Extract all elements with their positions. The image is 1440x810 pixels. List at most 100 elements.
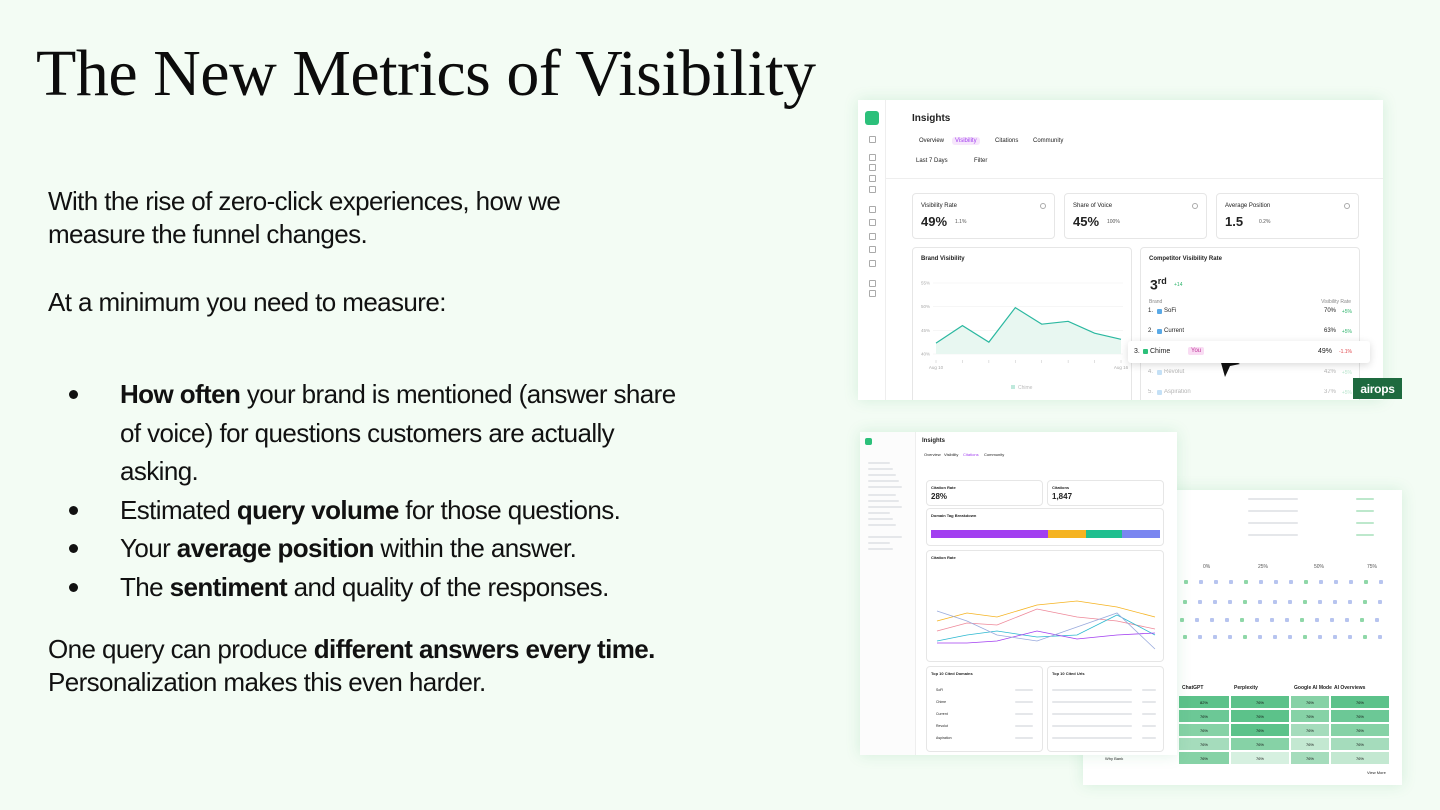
column-header: Google AI Mode — [1294, 685, 1332, 691]
list-row — [1248, 498, 1298, 500]
dot-marker — [1300, 618, 1304, 622]
brand-chart: 55% 50% 45% 40% Aug 10 Aug 16 Chime — [921, 281, 1129, 392]
x-label: Aug 10 — [929, 365, 944, 370]
bullet-dot — [69, 544, 78, 553]
sidebar-icon — [869, 154, 876, 161]
info-icon — [1344, 203, 1350, 209]
area — [936, 307, 1121, 354]
date-range[interactable]: Last 7 Days — [916, 158, 948, 164]
dot-marker — [1319, 580, 1323, 584]
sidebar — [860, 432, 916, 755]
dot-marker — [1349, 580, 1353, 584]
dot-marker — [1315, 618, 1319, 622]
heatmap-cell: 76% — [1230, 751, 1290, 765]
you-badge: You — [1188, 347, 1205, 355]
row-position: 2. — [1148, 328, 1154, 334]
dot-marker — [1213, 635, 1217, 639]
citations-screenshot: Insights Domain Tag Breakdown Citation R… — [860, 432, 1177, 755]
list-value — [1356, 522, 1374, 524]
bullet: Estimated query volume for those questio… — [69, 491, 680, 530]
sidebar-icon — [869, 136, 876, 143]
competitor-row: 4. Revolut 42% +5% — [1140, 367, 1358, 379]
url-row — [1052, 701, 1132, 703]
dot-marker — [1210, 618, 1214, 622]
dot-marker — [1348, 635, 1352, 639]
bullet-dot — [69, 505, 78, 515]
tab[interactable]: Community — [984, 452, 1005, 457]
dot-marker — [1330, 618, 1334, 622]
filter-button[interactable]: Filter — [974, 158, 988, 164]
heatmap-cell: 76% — [1178, 723, 1230, 737]
brand-icon — [1157, 309, 1162, 314]
tab[interactable]: Visibility — [952, 137, 980, 145]
dot-marker — [1318, 635, 1322, 639]
heatmap-cell: 76% — [1330, 709, 1390, 723]
sidebar-item — [868, 518, 893, 520]
text-run: Your — [120, 533, 177, 563]
sidebar-item — [868, 468, 893, 470]
domain-value — [1015, 713, 1033, 715]
dot-marker — [1214, 580, 1218, 584]
dot-marker — [1288, 635, 1292, 639]
heatmap-cell: 76% — [1290, 723, 1330, 737]
visibility-screenshot: Insights Last 7 Days Filter Brand Visibi… — [858, 100, 1383, 400]
text-run: within the answer. — [373, 533, 577, 563]
intro-line: With the rise of zero-click experiences,… — [48, 186, 561, 216]
heatmap-cell: 76% — [1230, 695, 1290, 709]
brand-visibility-card: Brand Visibility 55% 50% 45% 40% Aug 10 Aug 1… — [912, 247, 1132, 400]
column-header: ChatGPT — [1182, 685, 1204, 691]
dot-marker — [1318, 600, 1322, 604]
info-icon — [1192, 203, 1198, 209]
rate-change: +5% — [1341, 370, 1352, 376]
dot-marker — [1363, 600, 1367, 604]
brand-badge: airops — [1353, 378, 1402, 399]
card-title: Top 10 Cited Domains — [931, 671, 973, 676]
dot-marker — [1198, 600, 1202, 604]
urls-card: Top 10 Cited Urls — [1047, 666, 1164, 752]
tab[interactable]: Overview — [924, 452, 941, 457]
rate-change: +5% — [1341, 329, 1352, 335]
column-header: Brand — [1149, 299, 1163, 305]
tab[interactable]: Community — [1033, 138, 1064, 144]
view-more[interactable]: View More — [1367, 770, 1386, 775]
divider — [885, 178, 1383, 179]
competitor-row-highlight: 3. Chime You 49% -1.1% — [1128, 341, 1370, 363]
brand-name: SoFi — [1164, 308, 1177, 314]
visibility-rate: 63% — [1323, 328, 1336, 334]
dot-marker — [1255, 618, 1259, 622]
sidebar-icon — [869, 186, 876, 193]
segment — [1086, 530, 1122, 538]
metric-change: 100% — [1107, 219, 1120, 225]
tab[interactable]: Overview — [919, 138, 945, 144]
url-value — [1142, 713, 1156, 715]
sidebar-icon — [869, 233, 876, 240]
column-header: Perplexity — [1234, 685, 1258, 691]
sidebar-item — [868, 480, 899, 482]
dot-marker — [1334, 580, 1338, 584]
dot-marker — [1348, 600, 1352, 604]
app-logo — [865, 111, 879, 125]
tab[interactable]: Citations — [963, 452, 979, 457]
row-position: 1. — [1148, 308, 1154, 314]
metric-label: Share of Voice — [1073, 203, 1113, 209]
domain-name: Aspiration — [936, 736, 952, 740]
tab[interactable]: Citations — [995, 138, 1019, 144]
emphasis: query volume — [236, 494, 399, 525]
tab[interactable]: Visibility — [944, 452, 959, 457]
card-title: Top 10 Cited Urls — [1052, 671, 1085, 676]
metric-value: 1.5 — [1225, 214, 1244, 229]
metric-card: Citations 1,847 — [1047, 480, 1164, 506]
slide-title: The New Metrics of Visibility — [36, 37, 816, 110]
heatmap-cell: 76% — [1290, 751, 1330, 765]
sidebar-item — [868, 536, 902, 538]
url-value — [1142, 725, 1156, 727]
dot-marker — [1240, 618, 1244, 622]
url-value — [1142, 689, 1156, 691]
rate-change: +5% — [1341, 309, 1352, 315]
domain-name: SoFi — [936, 688, 944, 692]
dot-marker — [1285, 618, 1289, 622]
sidebar-icon — [869, 175, 876, 182]
sidebar-icon — [869, 219, 876, 226]
heatmap-cell: 76% — [1330, 737, 1390, 751]
